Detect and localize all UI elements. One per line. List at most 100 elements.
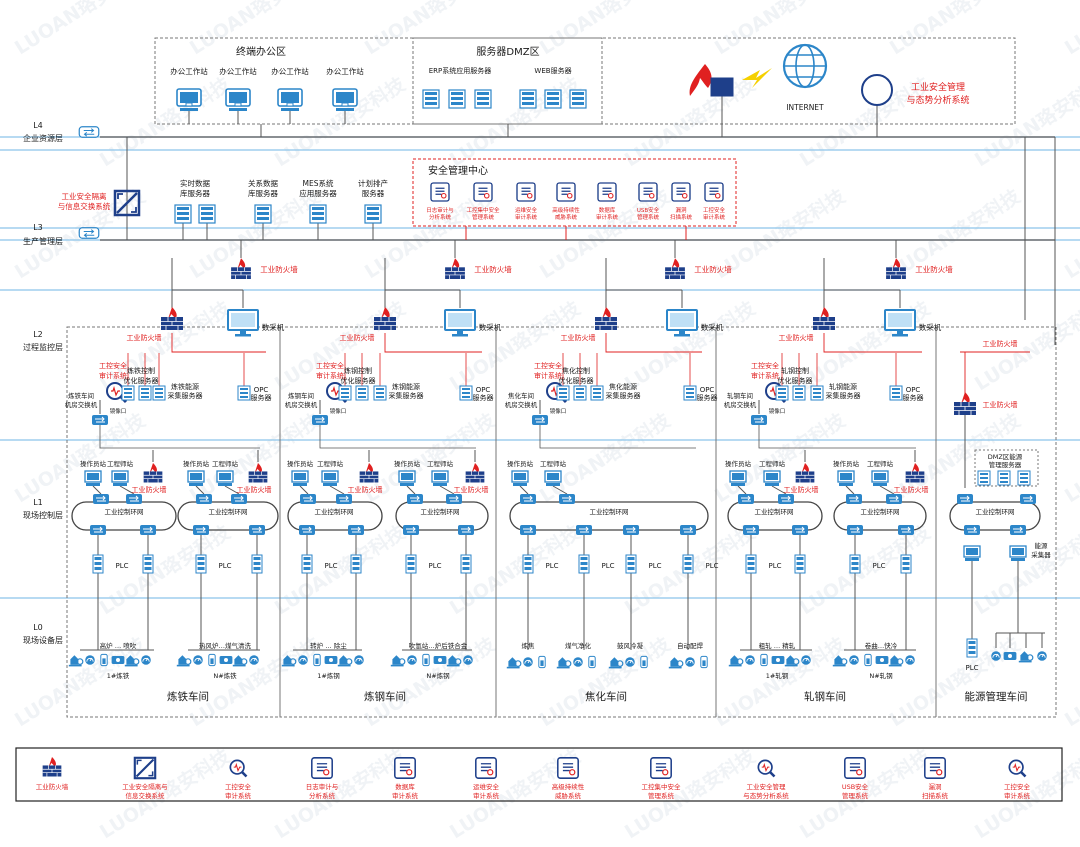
layer-code: L4: [33, 121, 43, 130]
workshop-firewall-label: 工业防火墙: [127, 333, 162, 342]
office-workstation-icon: [277, 88, 303, 112]
workshop-name: 炼铁车间: [167, 690, 209, 703]
field-device-icon: [462, 654, 474, 666]
layer-code: L3: [33, 223, 43, 232]
situation-title: 工业安全管理: [911, 81, 965, 93]
soc-item-label: 工控安全: [703, 206, 726, 214]
operator-station-label: 操作员站: [183, 459, 210, 468]
legend-ops-audit-icon: [475, 757, 497, 779]
field-device-icon: [313, 653, 321, 667]
energy-dmz-server-icon: [977, 470, 991, 486]
l2-server-icon: [121, 385, 135, 401]
internet-firewall-flame-icon: [689, 64, 712, 96]
l2-server-icon: [590, 385, 604, 401]
opc-label: OPC: [906, 386, 921, 394]
field-device-icon: [337, 654, 353, 668]
plc-switch-icon: [248, 524, 266, 536]
collector-label: 数采机: [701, 322, 724, 332]
control-ring-label: 工业控制环网: [315, 507, 354, 516]
l2-server-icon: [775, 385, 789, 401]
engineer-station-icon: [871, 470, 889, 487]
legend-label-2: 管理系统: [842, 791, 869, 800]
coke-device-label: 炼焦: [522, 641, 536, 650]
soc-central-mgmt-icon: [473, 182, 493, 202]
energy-dmz-server-icon: [1017, 470, 1031, 486]
plc-icon: [142, 554, 154, 574]
room-switch-label-2: 机房交换机: [285, 400, 318, 409]
control-ring: [727, 501, 823, 531]
office-station-label: 办公工作站: [271, 66, 309, 76]
layer-name: 过程监控层: [23, 342, 63, 352]
plc-icon: [578, 554, 590, 574]
l2-server-icon: [138, 385, 152, 401]
mirror-port-label: 镜像口: [330, 407, 347, 415]
energy-plc-icon: [966, 638, 978, 658]
control-ring: [71, 501, 177, 531]
plc-switch-icon: [791, 524, 809, 536]
l2-server-icon: [556, 385, 570, 401]
energy-server-label: 轧钢能源: [829, 382, 857, 391]
ring-switch-icon: [230, 493, 248, 505]
watermark-text: LUOAN珞安科技: [270, 520, 409, 619]
energy-device-icon: [1036, 650, 1048, 662]
soc-item-label-2: 扫描系统: [670, 213, 693, 221]
plc-label: PLC: [428, 562, 441, 570]
energy-dmz-label-2: 管理服务器: [989, 460, 1022, 469]
l1-firewall-icon: [359, 462, 379, 483]
opt-server-label: 轧钢控制: [781, 366, 809, 375]
watermark-text: LUOAN珞安科技: [885, 0, 1024, 59]
plc-icon: [405, 554, 417, 574]
audit-label: 工控安全: [316, 361, 344, 370]
workshop-name: 轧钢车间: [804, 690, 846, 703]
energy-firewall-label: 工业防火墙: [983, 339, 1018, 348]
soc-item-label: 工控集中安全: [466, 206, 500, 214]
watermark-text: LUOAN珞安科技: [885, 184, 1024, 283]
link-path: [539, 425, 696, 449]
layer-name: 现场控制层: [23, 510, 63, 520]
energy-host-icon: [963, 545, 981, 562]
watermark-text: LUOAN珞安科技: [1060, 0, 1080, 59]
workshop-firewall-label: 工业防火墙: [779, 333, 814, 342]
office-workstation-icon: [225, 88, 251, 112]
erp-server-icon: [422, 89, 440, 109]
situation-title-2: 与态势分析系统: [906, 94, 969, 106]
energy-firewall-label-2: 工业防火墙: [983, 400, 1018, 409]
legend-label-2: 审计系统: [473, 791, 500, 800]
ring-switch-icon: [335, 493, 353, 505]
soc-vuln-scan-icon: [671, 182, 691, 202]
production-line-label: N#轧钢: [869, 671, 893, 680]
plc-icon: [682, 554, 694, 574]
control-ring: [287, 501, 383, 531]
l3-server-label: MES系统: [303, 178, 334, 188]
soc-item-label: USB安全: [637, 206, 660, 214]
soc-ics-audit-icon: [704, 182, 724, 202]
ring-switch-icon: [195, 493, 213, 505]
l2-server-icon: [792, 385, 806, 401]
legend-label: 工控安全: [225, 782, 252, 791]
audit-label: 工控安全: [534, 361, 562, 370]
soc-item-label-2: 管理系统: [637, 213, 660, 221]
legend-label: 日志审计与: [306, 782, 339, 791]
field-device-icon: [506, 656, 522, 670]
engineer-station-label: 工程师站: [317, 459, 344, 468]
legend-label-2: 信息交换系统: [126, 791, 166, 800]
energy-server-label-2: 采集服务器: [168, 391, 203, 400]
field-device-icon: [848, 654, 860, 666]
audit-label: 工控安全: [751, 361, 779, 370]
plc-icon: [195, 554, 207, 574]
field-device-icon: [875, 656, 889, 664]
field-device-icon: [556, 656, 572, 670]
legend-label-2: 扫描系统: [922, 791, 949, 800]
link-line: [195, 485, 205, 495]
mirror-port-label: 镜像口: [769, 407, 786, 415]
audit-label-2: 审计系统: [751, 371, 779, 380]
legend-label: 高级持续性: [552, 782, 585, 791]
l1-firewall-label: 工业防火墙: [348, 485, 383, 494]
engineer-station-label: 工程师站: [759, 459, 786, 468]
plc-icon: [301, 554, 313, 574]
plc-label: PLC: [545, 562, 558, 570]
engineer-station-label: 工程师站: [540, 459, 567, 468]
plc-label: PLC: [324, 562, 337, 570]
l4-switch-icon: [78, 126, 100, 138]
